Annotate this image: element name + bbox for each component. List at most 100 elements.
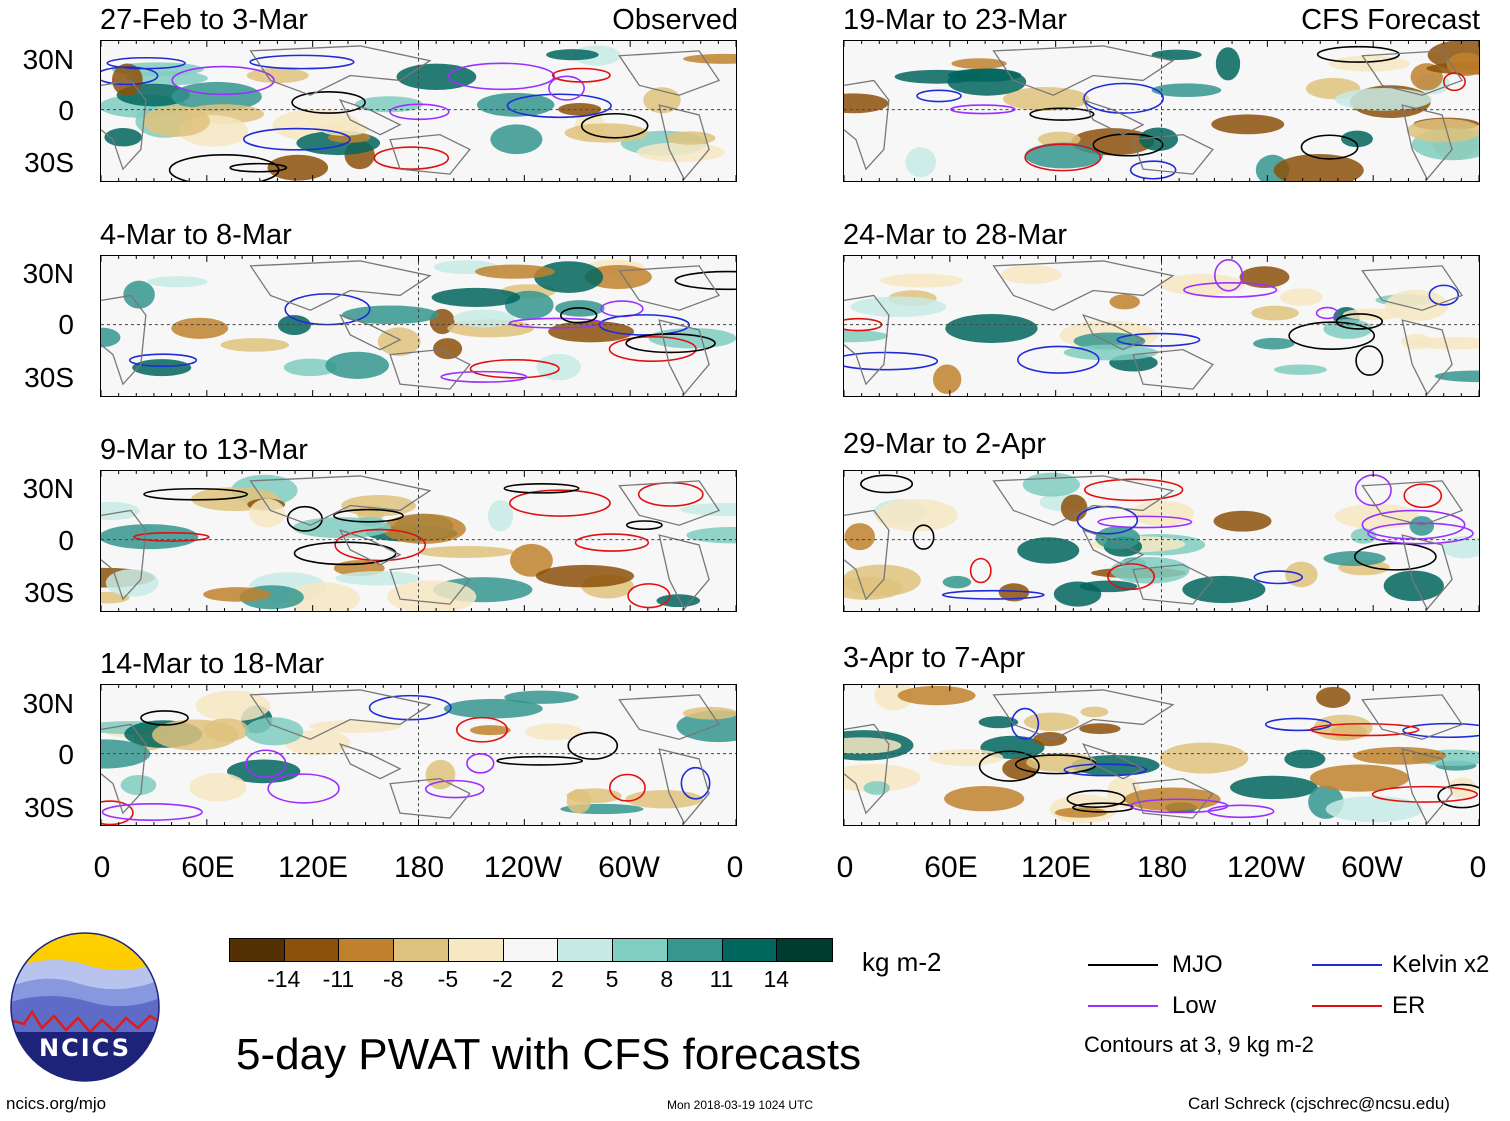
contour-loop [1107, 563, 1156, 591]
contour-loop [1316, 45, 1400, 63]
anomaly-blob [152, 719, 239, 751]
coastline [1401, 534, 1453, 611]
contour-loop [509, 489, 611, 517]
coastline [1401, 104, 1453, 181]
anomaly-blob [1151, 49, 1202, 61]
anomaly-blob [566, 788, 592, 814]
coastline [1132, 349, 1214, 390]
coastline [618, 50, 721, 96]
lon-label-left-60w: 60W [598, 851, 660, 884]
contour-loop [559, 307, 598, 324]
anomaly-blob [1253, 337, 1295, 350]
contour-loop [171, 65, 275, 96]
anomaly-blob [1182, 575, 1266, 604]
coastline [844, 294, 890, 386]
anomaly-blob [525, 723, 583, 741]
coastline [249, 260, 432, 311]
coastline [844, 723, 890, 815]
anomaly-blob [417, 546, 514, 558]
contour-loop [229, 162, 288, 173]
anomaly-blob [335, 571, 421, 586]
anomaly-blob [469, 725, 511, 736]
contour-loop [447, 62, 555, 91]
contour-loop [969, 557, 992, 584]
anomaly-blob [123, 280, 155, 309]
coastline [618, 480, 721, 526]
anomaly-blob [244, 717, 304, 746]
coastline [992, 45, 1175, 96]
lat-label-30n-row2: 30N [22, 258, 74, 289]
coastline [992, 689, 1175, 740]
anomaly-blob [584, 264, 652, 290]
anomaly-blob [680, 502, 736, 517]
anomaly-blob [863, 781, 890, 795]
anomaly-blob [1110, 556, 1190, 584]
contour-loop [1355, 345, 1384, 376]
coastline [618, 265, 721, 311]
contour-loop [1063, 763, 1148, 777]
anomaly-blob [933, 364, 962, 394]
anomaly-blob [844, 523, 876, 551]
anomaly-blob [267, 154, 329, 181]
map-panel-right-2 [843, 255, 1480, 397]
anomaly-blob [220, 338, 290, 352]
anomaly-blob [510, 543, 553, 577]
lon-label-right-120w: 120W [1226, 851, 1306, 884]
panel-title-left-1: 27-Feb to 3-Mar [100, 4, 308, 36]
contour-loop [1097, 515, 1193, 529]
contour-loop [168, 153, 280, 181]
coastline [338, 743, 402, 780]
anomaly-blob [929, 749, 1004, 767]
anomaly-blob [1000, 264, 1062, 285]
colorbar-ticks: -14 -11 -8 -5 -2 2 5 8 11 14 [229, 966, 833, 996]
panel-title-right-4: 3-Apr to 7-Apr [843, 642, 1026, 674]
contour-loop [1367, 522, 1474, 545]
coastline [101, 723, 147, 815]
anomaly-blob [319, 121, 369, 136]
lon-label-left-120e: 120E [277, 851, 349, 884]
colorbar-tick-label: -8 [382, 966, 404, 992]
coastline [101, 294, 147, 386]
contour-loop [1017, 345, 1100, 374]
panel-title-left-2: 4-Mar to 8-Mar [100, 219, 292, 251]
lon-label-left-0: 0 [93, 851, 111, 884]
anomaly-blob [382, 513, 466, 544]
contour-loop [249, 54, 355, 70]
contour-loop [140, 710, 189, 726]
coastline [389, 134, 471, 175]
colorbar-cell [667, 939, 723, 961]
legend-label-low: Low [1172, 992, 1217, 1019]
contours-note: Contours at 3, 9 kg m-2 [1084, 1032, 1314, 1057]
anomaly-blob [1406, 118, 1479, 143]
coastline [658, 748, 710, 825]
anomaly-blob [111, 63, 143, 97]
contour-loop [506, 93, 612, 119]
anomaly-blob [844, 576, 903, 600]
map-panel-right-1 [843, 40, 1480, 182]
colorbar-cell [284, 939, 340, 961]
anomaly-blob [171, 317, 229, 339]
lon-label-left-180: 180 [393, 851, 445, 884]
colorbar-tick-label: 5 [605, 966, 619, 992]
colorbar [229, 938, 833, 962]
anomaly-blob [283, 358, 338, 377]
anomaly-blob [844, 93, 889, 114]
panel-title-left-3: 9-Mar to 13-Mar [100, 434, 308, 466]
coastline [249, 475, 432, 526]
contour-loop [496, 755, 584, 766]
anomaly-blob [1334, 88, 1432, 111]
contour-loop [978, 750, 1040, 782]
contour-loop [625, 520, 663, 531]
anomaly-blob [998, 583, 1030, 602]
coastline [658, 534, 710, 611]
anomaly-blob [1409, 516, 1435, 536]
anomaly-blob [850, 296, 947, 318]
contour-loop [608, 773, 646, 802]
footer-timestamp: Mon 2018-03-19 1024 UTC [667, 1098, 814, 1112]
coastline [844, 79, 890, 171]
lon-label-right-0: 0 [836, 851, 854, 884]
anomaly-blob [433, 338, 463, 360]
colorbar-cell [394, 939, 449, 961]
anomaly-blob [101, 501, 140, 521]
contour-loop [389, 103, 450, 121]
